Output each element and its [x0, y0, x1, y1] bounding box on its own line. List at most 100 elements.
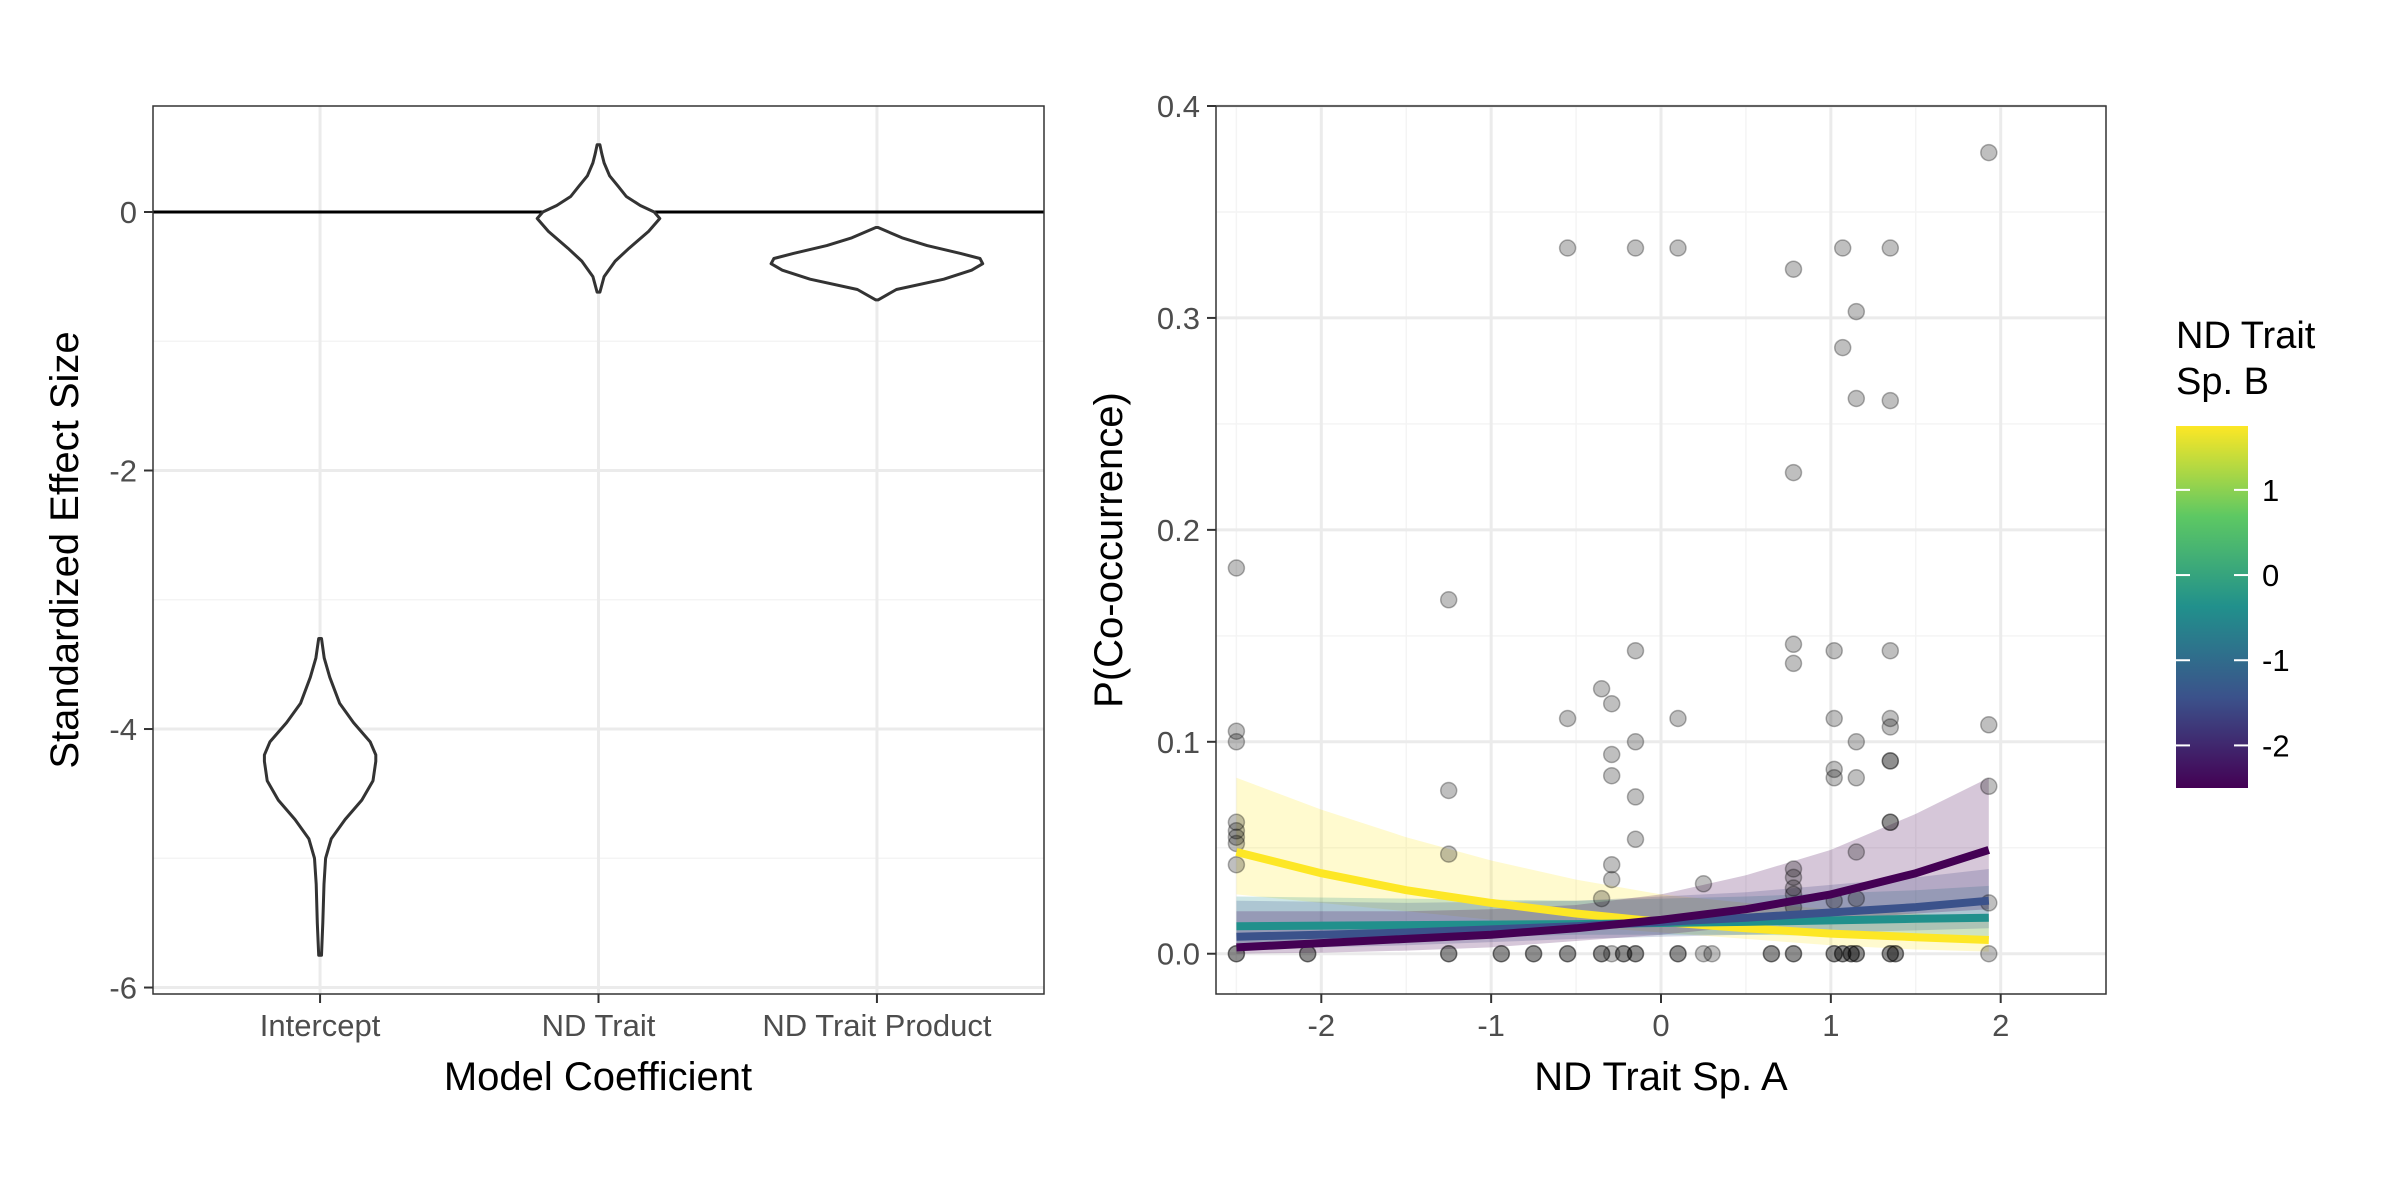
- data-point: [1881, 813, 1900, 832]
- data-point: [1784, 260, 1803, 278]
- data-point: [1626, 733, 1645, 751]
- data-point: [1626, 788, 1645, 806]
- violin-nd-trait: [535, 143, 662, 294]
- data-point: [1439, 944, 1458, 963]
- data-point: [1762, 944, 1781, 963]
- right-y-tick-label: 0.4: [1157, 89, 1200, 124]
- data-point: [1980, 944, 1998, 963]
- data-point: [1602, 745, 1621, 764]
- data-point: [1592, 944, 1611, 963]
- data-point: [1886, 944, 1905, 963]
- data-point: [1833, 239, 1852, 257]
- data-point: [1227, 813, 1246, 832]
- data-point: [1592, 889, 1611, 908]
- data-point: [1847, 944, 1866, 963]
- data-point: [1825, 769, 1843, 787]
- left-x-tick-label: ND Trait Product: [762, 1008, 992, 1043]
- colorbar-legend: ND Trait Sp. B 1 0 -1 -2: [2176, 315, 2316, 788]
- right-y-tick-label: 0.1: [1157, 725, 1200, 760]
- data-point: [1558, 239, 1577, 257]
- right-y-axis-title: P(Co-occurrence): [1087, 392, 1131, 708]
- data-point: [1492, 944, 1511, 963]
- colorbar-tick-label: -1: [2262, 643, 2290, 678]
- data-point: [1524, 944, 1543, 963]
- left-y-ticks: -6 -4 -2 0: [109, 195, 153, 1006]
- data-point: [1227, 855, 1246, 874]
- violin-panel: -6 -4 -2 0 Intercept ND Trait ND Trait Produc…: [43, 105, 1045, 1099]
- data-point: [1602, 766, 1621, 785]
- data-point: [1784, 868, 1803, 887]
- data-point: [1592, 680, 1611, 698]
- data-point: [1980, 143, 1998, 162]
- data-point: [1980, 777, 1998, 796]
- data-point: [1669, 239, 1687, 257]
- fit-lines: [1235, 846, 1991, 952]
- scatter-panel: 0.0 0.1 0.2 0.3 0.4 -2 -1 0 1 2 ND Trait Sp. A P…: [1087, 89, 2107, 1099]
- data-point: [1592, 944, 1611, 963]
- data-point: [1558, 709, 1577, 728]
- data-point: [1886, 944, 1905, 963]
- data-point: [1833, 338, 1852, 357]
- data-point: [1227, 828, 1246, 846]
- data-point: [1626, 830, 1645, 849]
- data-point: [1669, 944, 1687, 963]
- left-y-axis-title: Standardized Effect Size: [43, 331, 87, 768]
- colorbar-tick-label: 0: [2262, 558, 2279, 593]
- right-x-tick-label: 1: [1822, 1008, 1839, 1043]
- data-point: [1614, 944, 1633, 963]
- data-point: [1847, 944, 1866, 963]
- right-x-tick-label: 0: [1652, 1008, 1669, 1043]
- left-x-tick-label: Intercept: [260, 1008, 381, 1043]
- data-point: [1784, 944, 1803, 963]
- data-points: [1227, 143, 1998, 963]
- left-y-tick-label: -4: [109, 712, 137, 747]
- data-point: [1980, 716, 1998, 734]
- fit-line: [1236, 846, 1991, 952]
- data-point: [1439, 845, 1458, 863]
- confidence-band: [1236, 777, 1989, 952]
- data-point: [1833, 944, 1852, 963]
- data-point: [1626, 239, 1645, 257]
- data-point: [1227, 822, 1246, 840]
- right-y-ticks: 0.0 0.1 0.2 0.3 0.4: [1157, 89, 1216, 972]
- data-point: [1881, 391, 1900, 410]
- data-point: [1694, 875, 1713, 893]
- data-point: [1602, 944, 1621, 963]
- data-point: [1784, 879, 1803, 897]
- data-point: [1825, 709, 1843, 728]
- data-point: [1881, 944, 1900, 963]
- data-point: [1847, 769, 1866, 787]
- data-point: [1602, 870, 1621, 889]
- data-point: [1881, 813, 1900, 832]
- data-point: [1227, 733, 1246, 751]
- left-y-tick-label: -6: [109, 971, 137, 1006]
- data-point: [1825, 641, 1843, 660]
- legend-title: ND Trait Sp. B: [2176, 315, 2316, 403]
- right-gridlines: [1216, 104, 2106, 994]
- data-point: [1847, 389, 1866, 408]
- data-point: [1784, 654, 1803, 673]
- data-point: [1881, 718, 1900, 736]
- data-point: [1842, 944, 1860, 963]
- right-x-tick-label: -1: [1477, 1008, 1505, 1043]
- right-x-axis-title: ND Trait Sp. A: [1534, 1055, 1788, 1099]
- data-point: [1626, 944, 1645, 963]
- data-point: [1881, 944, 1900, 963]
- data-point: [1762, 944, 1781, 963]
- data-point: [1669, 944, 1687, 963]
- right-y-tick-label: 0.2: [1157, 513, 1200, 548]
- right-x-ticks: -2 -1 0 1 2: [1308, 994, 2009, 1043]
- data-point: [1881, 709, 1900, 728]
- data-point: [1439, 781, 1458, 800]
- data-point: [1626, 641, 1645, 660]
- data-point: [1298, 944, 1317, 963]
- data-point: [1825, 944, 1843, 963]
- data-point: [1847, 733, 1866, 751]
- data-point: [1439, 591, 1458, 609]
- data-point: [1703, 944, 1721, 963]
- legend-title-line: ND Trait: [2176, 315, 2316, 357]
- data-point: [1847, 302, 1866, 321]
- legend-title-line: Sp. B: [2176, 361, 2269, 403]
- data-point: [1881, 239, 1900, 257]
